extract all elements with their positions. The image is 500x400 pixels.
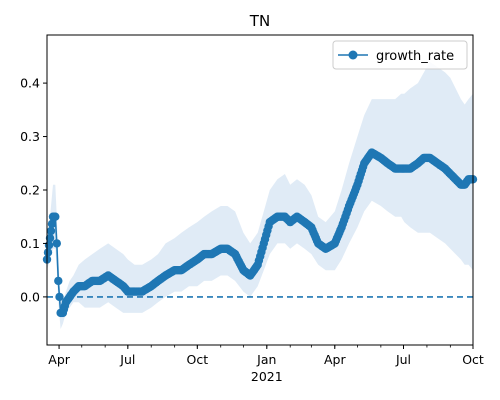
x-tick-label: Jul: [395, 352, 411, 367]
y-tick-label: 0.2: [20, 183, 40, 198]
data-point: [55, 292, 64, 302]
y-tick-label: 0.0: [20, 289, 40, 304]
x-tick-label: Apr: [48, 352, 70, 367]
data-point: [43, 248, 53, 257]
x-tick-label: Jul: [119, 352, 135, 367]
legend-marker: [348, 50, 358, 60]
legend: growth_rate: [332, 40, 468, 70]
x-year-label: 2021: [251, 369, 283, 384]
data-point: [47, 219, 57, 229]
x-tick-label: Apr: [324, 352, 346, 367]
data-point: [44, 241, 54, 250]
legend-label: growth_rate: [376, 49, 454, 64]
axes: 0.0 0.1 0.2 0.3 0.4 Apr Jul Oct Jan Apr Jul Oct 2021: [20, 34, 484, 384]
data-point: [46, 226, 56, 236]
x-tick-label: Jan: [256, 352, 276, 367]
chart-title: TN: [249, 12, 270, 30]
y-tick-label: 0.4: [20, 76, 40, 91]
x-tick-label: Oct: [462, 352, 484, 367]
data-point: [51, 212, 60, 221]
y-tick-label: 0.3: [20, 129, 40, 144]
data-point: [54, 276, 63, 286]
y-tick-label: 0.1: [20, 236, 40, 251]
plot-area: [42, 61, 478, 329]
data-point: [52, 239, 61, 248]
x-tick-label: Oct: [186, 352, 208, 367]
legend-box: [332, 40, 468, 70]
confidence-band: [47, 61, 473, 329]
data-point: [45, 233, 55, 243]
